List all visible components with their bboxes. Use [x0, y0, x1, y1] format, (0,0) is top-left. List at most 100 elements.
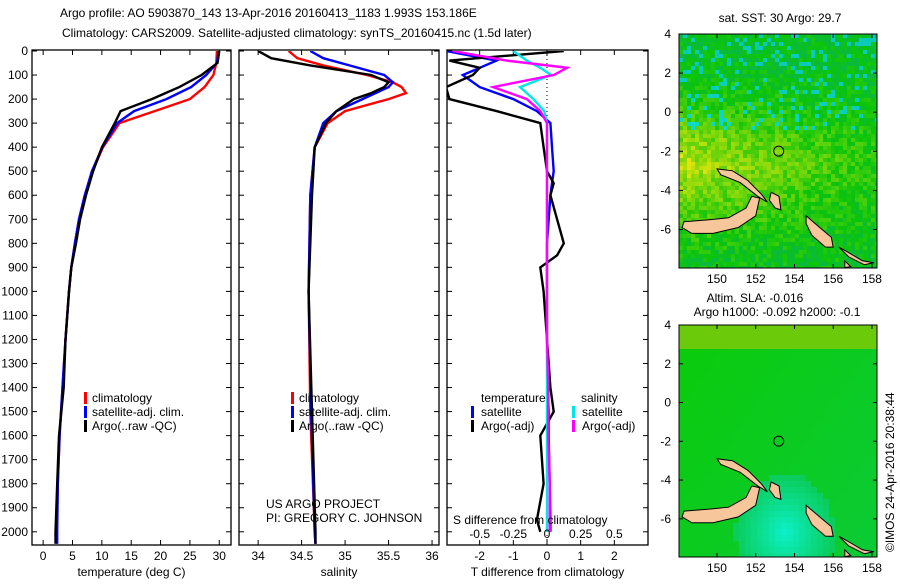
map-cell	[779, 74, 784, 79]
map-cell	[867, 202, 872, 207]
map-cell	[711, 154, 716, 159]
map-lat-label: 4	[664, 318, 671, 332]
map-cell	[811, 34, 816, 39]
map-cell	[855, 190, 860, 195]
map-cell	[721, 499, 728, 506]
map-cell	[679, 409, 686, 416]
map-cell	[679, 138, 684, 143]
map-cell	[871, 222, 876, 227]
map-cell	[799, 529, 806, 536]
map-cell	[853, 523, 860, 530]
map-cell	[687, 234, 692, 239]
map-cell	[733, 355, 740, 362]
map-cell	[687, 206, 692, 211]
map-cell	[691, 126, 696, 131]
map-cell	[715, 130, 720, 135]
salinity-series-climatology	[287, 51, 408, 544]
map-cell	[839, 58, 844, 63]
map-cell	[727, 150, 732, 155]
map-cell	[709, 361, 716, 368]
map-cell	[769, 511, 776, 518]
map-cell	[751, 78, 756, 83]
map-cell	[745, 397, 752, 404]
map-cell	[751, 154, 756, 159]
map-cell	[851, 238, 856, 243]
map-cell	[719, 34, 724, 39]
map-cell	[751, 50, 756, 55]
map-cell	[871, 38, 876, 43]
map-cell	[695, 234, 700, 239]
map-cell	[811, 391, 818, 398]
difference-plot-frame	[446, 49, 649, 546]
map-cell	[791, 226, 796, 231]
map-cell	[831, 86, 836, 91]
map-cell	[815, 150, 820, 155]
map-cell	[687, 70, 692, 75]
map-cell	[817, 475, 824, 482]
map-cell	[703, 42, 708, 47]
map-cell	[841, 427, 848, 434]
map-cell	[847, 535, 854, 542]
map-cell	[807, 46, 812, 51]
map-cell	[743, 118, 748, 123]
map-cell	[727, 50, 732, 55]
map-cell	[815, 194, 820, 199]
map-cell	[835, 250, 840, 255]
map-cell	[815, 34, 820, 39]
map-cell	[767, 114, 772, 119]
map-cell	[687, 198, 692, 203]
map-cell	[707, 214, 712, 219]
map-cell	[715, 238, 720, 243]
map-cell	[865, 415, 872, 422]
map-cell	[687, 242, 692, 247]
map-cell	[775, 166, 780, 171]
map-cell	[679, 94, 684, 99]
map-cell	[691, 391, 698, 398]
map-cell	[831, 106, 836, 111]
map-cell	[755, 162, 760, 167]
map-cell	[731, 182, 736, 187]
map-cell	[739, 118, 744, 123]
map-cell	[847, 142, 852, 147]
map-cell	[819, 42, 824, 47]
map-cell	[827, 74, 832, 79]
map-cell	[843, 190, 848, 195]
map-cell	[803, 78, 808, 83]
map-cell	[769, 355, 776, 362]
map-cell	[751, 38, 756, 43]
temperature-xtick-label: 30	[213, 549, 227, 563]
map-cell	[865, 397, 872, 404]
map-cell	[709, 505, 716, 512]
map-cell	[763, 421, 770, 428]
map-cell	[847, 86, 852, 91]
map-cell	[811, 325, 818, 332]
map-cell	[787, 439, 794, 446]
map-cell	[875, 118, 877, 123]
map-cell	[867, 206, 872, 211]
map-cell	[795, 134, 800, 139]
map-cell	[853, 439, 860, 446]
map-cell	[795, 110, 800, 115]
map-cell	[769, 367, 776, 374]
map-cell	[691, 547, 698, 554]
map-cell	[829, 463, 836, 470]
map-cell	[771, 98, 776, 103]
map-cell	[739, 325, 746, 332]
map-cell	[853, 391, 860, 398]
map-cell	[847, 50, 852, 55]
map-cell	[867, 146, 872, 151]
map-cell	[711, 50, 716, 55]
map-cell	[799, 74, 804, 79]
map-cell	[875, 82, 877, 87]
map-cell	[697, 403, 704, 410]
map-cell	[867, 162, 872, 167]
map-cell	[865, 547, 872, 554]
map-cell	[811, 146, 816, 151]
map-cell	[707, 242, 712, 247]
map-cell	[735, 234, 740, 239]
map-cell	[811, 194, 816, 199]
map-cell	[823, 122, 828, 127]
map-cell	[679, 397, 686, 404]
map-cell	[871, 457, 877, 464]
map-cell	[827, 118, 832, 123]
